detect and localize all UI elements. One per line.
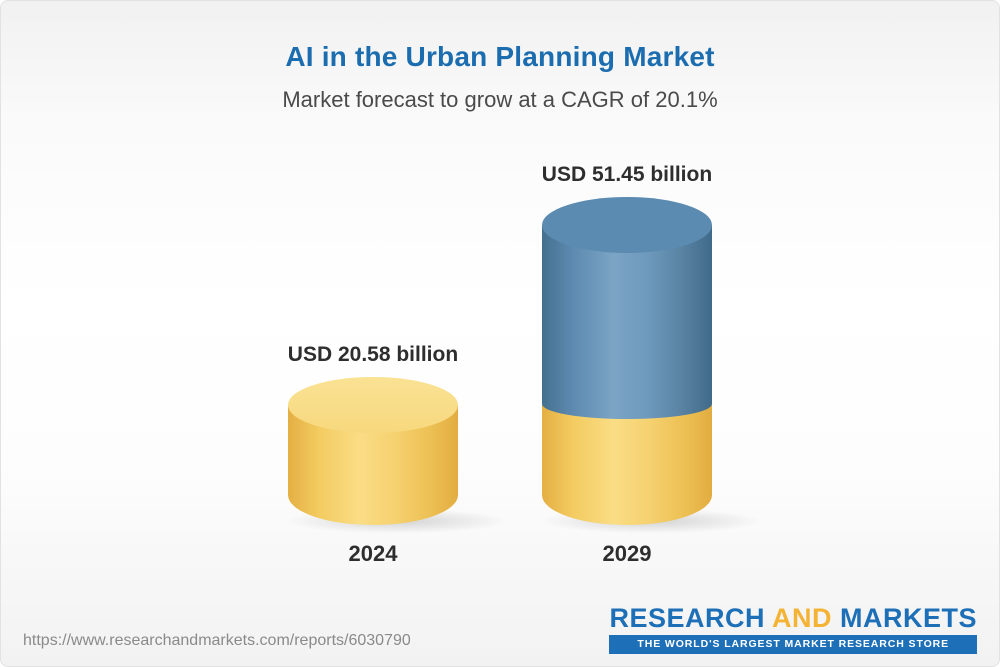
cylinder-2024-cap [288, 377, 458, 433]
cylinder-2029-body [542, 225, 712, 525]
brand-tagline: THE WORLD'S LARGEST MARKET RESEARCH STOR… [609, 635, 977, 654]
bar-chart: USD 20.58 billion 2024 USD 51.45 billion… [1, 163, 999, 567]
cylinder-2029 [536, 197, 766, 534]
chart-subtitle: Market forecast to grow at a CAGR of 20.… [282, 87, 718, 112]
chart-header: AI in the Urban Planning Market Market f… [1, 1, 999, 113]
cylinder-2029-segment-yellow [542, 405, 712, 525]
cylinder-2024 [282, 377, 512, 534]
source-url: https://www.researchandmarkets.com/repor… [23, 632, 411, 649]
chart-title: AI in the Urban Planning Market [285, 41, 715, 72]
cylinder-2029-segment-blue [542, 225, 712, 419]
bar-group-2029: USD 51.45 billion 2029 [511, 163, 766, 567]
brand-logo-text: RESEARCH AND MARKETS [609, 602, 977, 633]
brand-logo: RESEARCH AND MARKETS THE WORLD'S LARGEST… [609, 602, 977, 654]
category-label-2029: 2029 [602, 541, 652, 566]
value-label-2024: USD 20.58 billion [287, 343, 459, 366]
value-label-2029: USD 51.45 billion [541, 163, 713, 186]
logo-word-research: RESEARCH [609, 602, 765, 633]
logo-word-markets: MARKETS [840, 602, 977, 633]
category-label-2024: 2024 [348, 541, 398, 566]
cylinder-2029-cap [542, 197, 712, 253]
footer: https://www.researchandmarkets.com/repor… [23, 602, 977, 654]
logo-word-and: AND [771, 602, 832, 633]
bar-group-2024: USD 20.58 billion 2024 [257, 343, 512, 567]
